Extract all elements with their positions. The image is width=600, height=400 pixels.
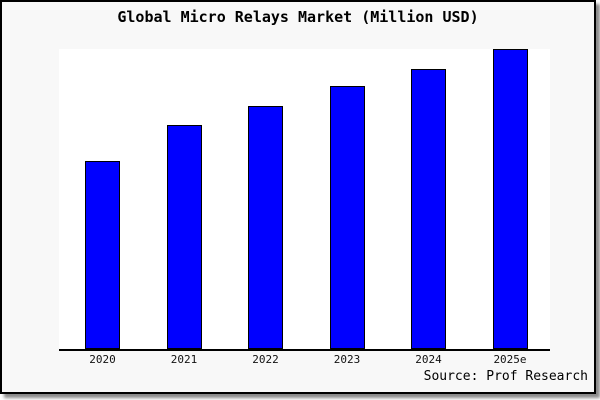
bar-2020	[85, 161, 120, 349]
x-axis-labels: 2020 2021 2022 2023 2024 2025e	[2, 353, 594, 369]
bar-2022	[248, 106, 283, 349]
plot-area	[59, 49, 550, 351]
x-tick-label-2025e: 2025e	[493, 353, 527, 366]
bar-2021	[166, 125, 202, 349]
source-note: Source: Prof Research	[423, 369, 588, 384]
bar-2025e	[492, 49, 528, 349]
x-tick-label-2021: 2021	[170, 353, 198, 366]
x-tick-label-2024: 2024	[415, 353, 442, 366]
chart-title: Global Micro Relays Market (Million USD)	[117, 8, 479, 26]
x-tick-label-2022: 2022	[252, 353, 279, 366]
bar-2023	[329, 86, 365, 349]
x-tick-label-2020: 2020	[89, 353, 116, 366]
chart-card: Global Micro Relays Market (Million USD)…	[0, 0, 596, 394]
bar-2024	[411, 69, 446, 349]
x-tick-label-2023: 2023	[333, 353, 361, 366]
